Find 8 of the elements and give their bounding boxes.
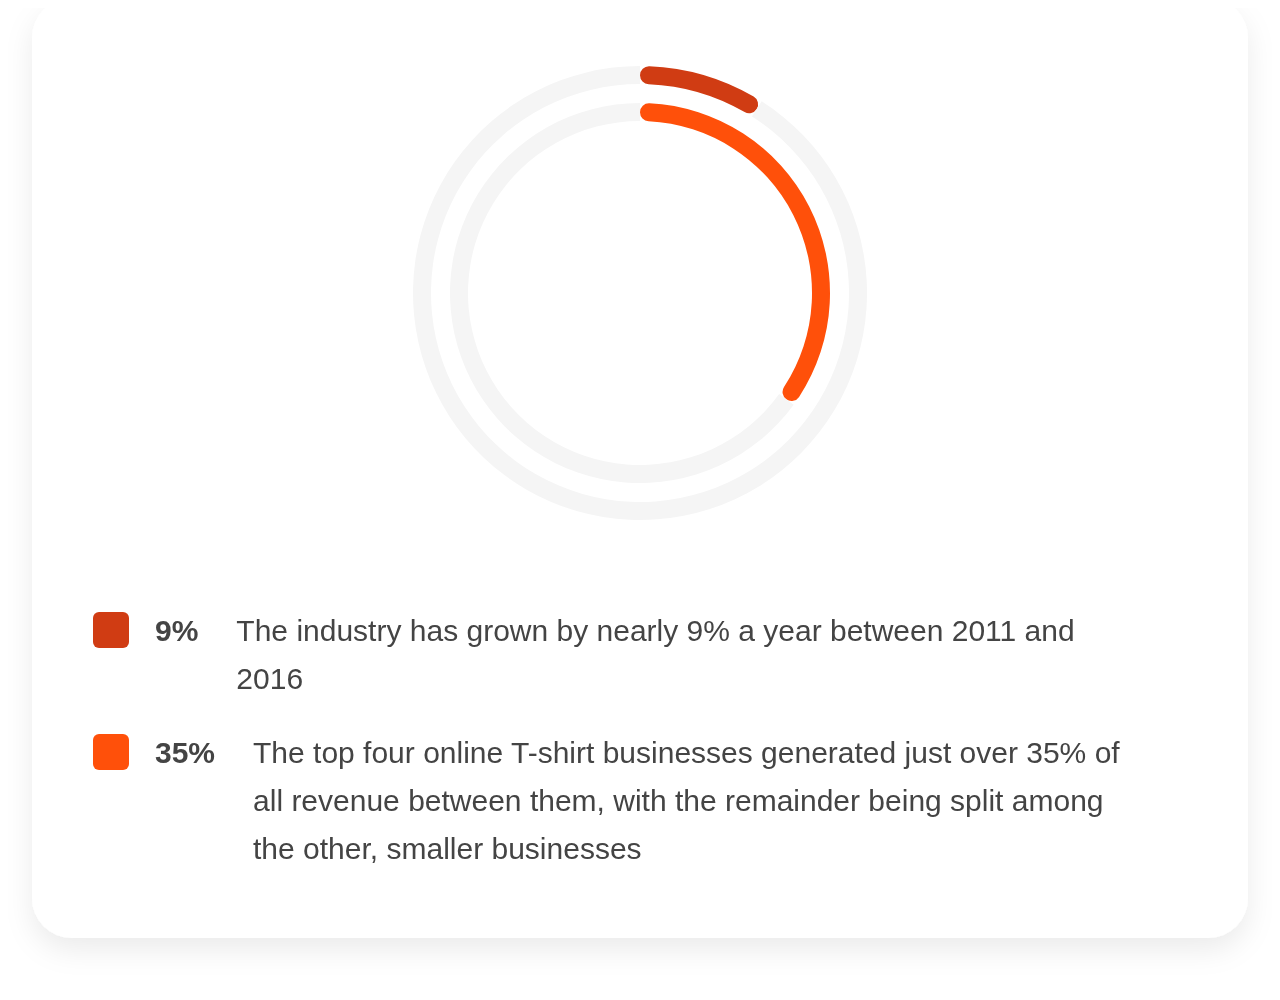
legend-label: 9% [155,614,199,647]
text: The industry has grown by nearly 9% a year between 2011 and 2016 [236,614,1075,695]
text: The top four online T-shirt businesses generated just over 35% of all revenue between them, with the remainder being split among the other, smaller businesses [253,736,1121,865]
donut-slice [640,66,759,114]
donut-slice [413,66,867,520]
donut-slice [450,103,794,483]
donut-slice [640,103,830,401]
legend-label: 35% [155,736,216,769]
